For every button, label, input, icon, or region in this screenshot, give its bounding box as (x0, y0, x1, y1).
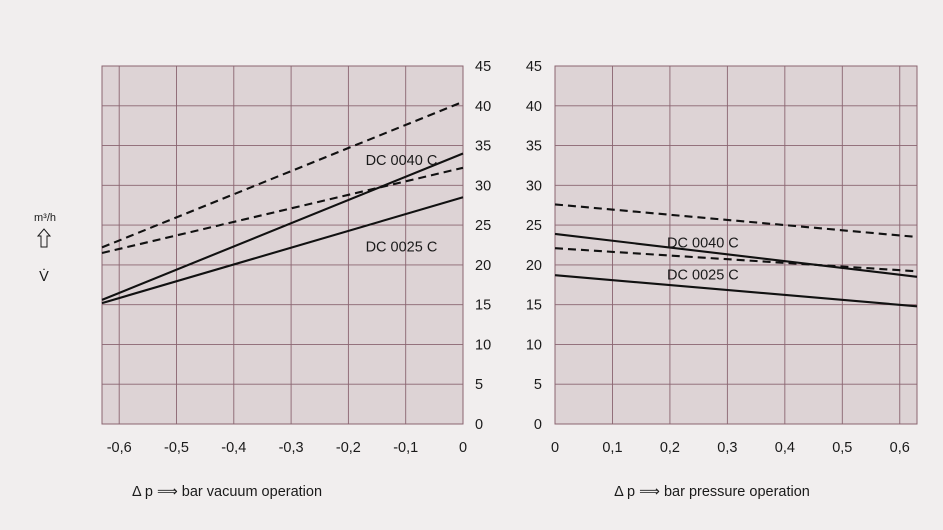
plot-area (554, 65, 918, 425)
y-tick-label: 0 (534, 417, 542, 433)
series-line-solid (554, 232, 918, 278)
series-line-dashed (101, 166, 464, 255)
y-tick-label: 30 (475, 178, 491, 194)
y-tick-label: 10 (475, 337, 491, 353)
x-tick-label: 0 (551, 440, 559, 456)
chart-panel-1: -0,6 -0,5 -0,4 -0,3 -0,2 -0,1 00 5 10 15 20 25 30 35 4… (101, 59, 491, 500)
y-tick-label: 30 (526, 178, 542, 194)
x-tick-label: -0,6 (107, 440, 132, 456)
y-tick-label: 35 (526, 139, 542, 155)
up-arrow-icon (36, 228, 52, 248)
y-tick-label: 15 (526, 298, 542, 314)
series-annotation: DC 0025 C (667, 267, 739, 283)
y-tick-label: 5 (534, 377, 542, 393)
chart-panel-2: 0 0,1 0,2 0,3 0,4 0,5 0,6 0 5 10 15 20 25 30 35 40 45 DC … (526, 59, 918, 500)
series-annotation: DC 0040 C (366, 153, 438, 169)
x-tick-label: -0,2 (336, 440, 361, 456)
y-tick-label: 10 (526, 337, 542, 353)
y-tick-label: 20 (526, 258, 542, 274)
series-annotation: DC 0025 C (366, 240, 438, 256)
series-line-dashed (554, 203, 918, 239)
y-tick-label: 20 (475, 258, 491, 274)
series-annotation: DC 0040 C (667, 236, 739, 252)
x-tick-label: 0,5 (832, 440, 852, 456)
series-line-solid (101, 196, 464, 305)
y-tick-label: 5 (475, 377, 483, 393)
y-tick-label: 45 (526, 59, 542, 75)
y-symbol-label: V̇ (39, 268, 49, 285)
series-line-dashed (554, 247, 918, 273)
y-tick-label: 25 (475, 218, 491, 234)
y-tick-label: 15 (475, 298, 491, 314)
y-tick-label: 45 (475, 59, 491, 75)
x-tick-label: -0,4 (221, 440, 246, 456)
x-tick-label: 0 (459, 440, 467, 456)
plot-area (101, 65, 464, 425)
x-tick-label: 0,2 (660, 440, 680, 456)
x-tick-label: -0,5 (164, 440, 189, 456)
y-tick-label: 40 (475, 99, 491, 115)
x-axis-label: Δ p ⟹ bar vacuum operation (132, 484, 322, 500)
y-unit-label: m³/h (34, 212, 56, 224)
x-tick-label: 0,3 (717, 440, 737, 456)
x-tick-label: 0,4 (775, 440, 795, 456)
series-line-solid (554, 274, 918, 308)
x-tick-label: -0,1 (393, 440, 418, 456)
y-tick-label: 35 (475, 139, 491, 155)
y-tick-label: 40 (526, 99, 542, 115)
x-tick-label: -0,3 (279, 440, 304, 456)
y-tick-label: 0 (475, 417, 483, 433)
y-tick-label: 25 (526, 218, 542, 234)
x-axis-label: Δ p ⟹ bar pressure operation (614, 484, 810, 500)
x-tick-label: 0,1 (602, 440, 622, 456)
series-line-solid (101, 152, 464, 301)
x-tick-label: 0,6 (890, 440, 910, 456)
